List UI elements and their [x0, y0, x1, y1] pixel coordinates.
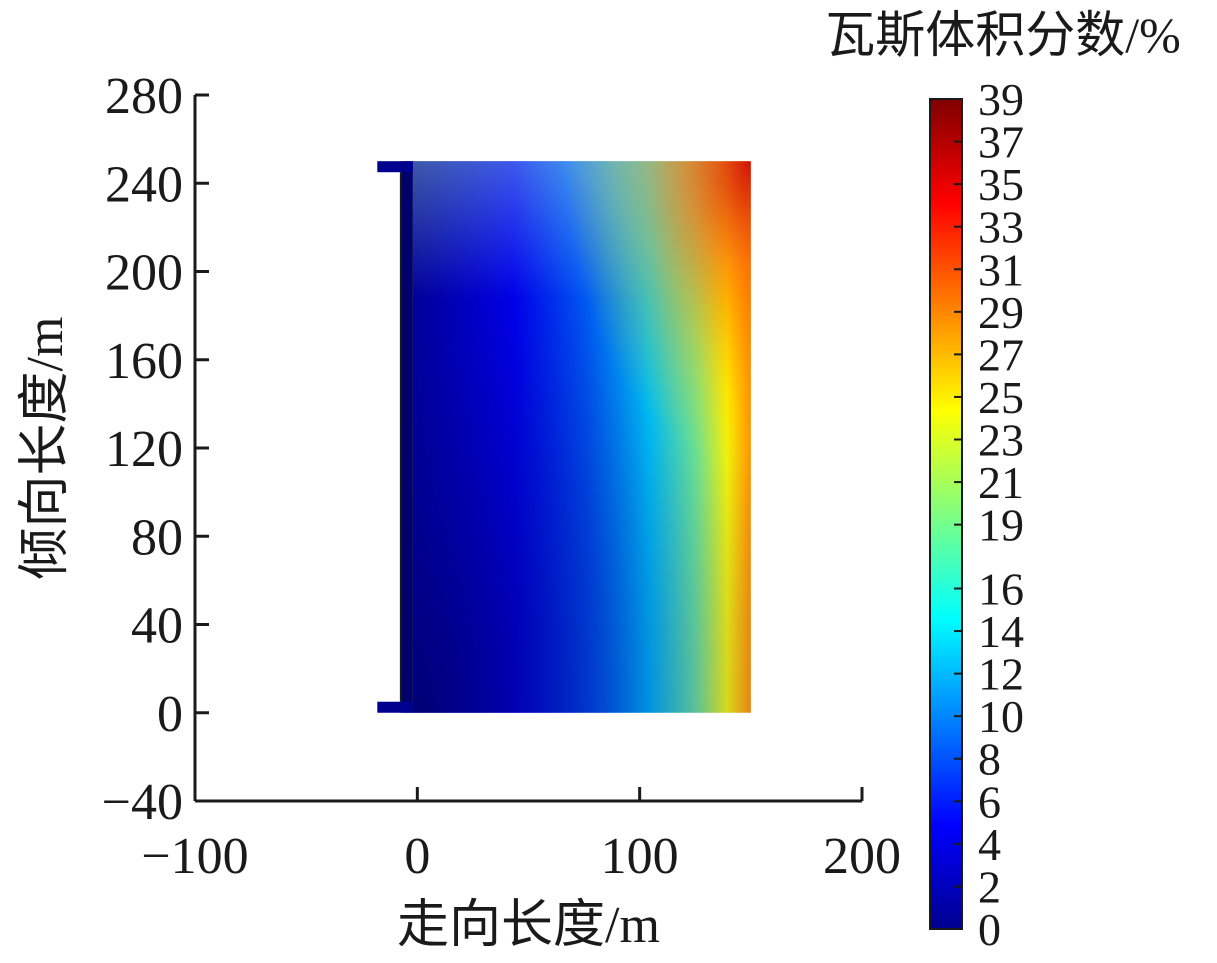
- heatmap-region: [377, 161, 751, 713]
- x-axis-label: 走向长度/m: [397, 897, 660, 954]
- colorbar-tick-label: 12: [978, 649, 1024, 700]
- y-axis-label: 倾向长度/m: [17, 317, 74, 580]
- colorbar-tick-label: 19: [978, 500, 1024, 551]
- colorbar-title: 瓦斯体积分数/%: [825, 7, 1181, 63]
- colorbar-tick-label: 4: [978, 819, 1001, 870]
- colorbar-tick-label: 0: [978, 904, 1001, 955]
- roadway-bottom: [377, 701, 413, 713]
- y-tick-label: 200: [105, 245, 183, 302]
- colorbar-tick-label: 21: [978, 457, 1024, 508]
- colorbar-gradient: [929, 98, 963, 930]
- axes: −40 0 40 80 120 160 200 240 280 −100 0 100 200: [102, 68, 901, 885]
- colorbar-tick-label: 2: [978, 861, 1001, 912]
- x-tick-label: 100: [601, 828, 679, 885]
- x-tick-label: −100: [141, 828, 248, 885]
- x-tick-label: 200: [823, 828, 901, 885]
- y-tick-label: 0: [157, 686, 183, 743]
- roadway-top: [377, 161, 413, 173]
- y-tick-label: 40: [131, 598, 183, 655]
- colorbar-tick-label: 14: [978, 606, 1024, 657]
- colorbar-tick-label: 10: [978, 691, 1024, 742]
- colorbar-tick-label: 39: [978, 74, 1024, 125]
- y-tick-label: 80: [131, 509, 183, 566]
- x-tick-label: 0: [404, 828, 430, 885]
- colorbar-tick-label: 16: [978, 563, 1024, 614]
- colorbar-tick-label: 29: [978, 287, 1024, 338]
- y-tick-label: 120: [105, 421, 183, 478]
- colorbar-tick-label: 6: [978, 776, 1001, 827]
- colorbar-tick-label: 35: [978, 159, 1024, 210]
- y-tick-label: 160: [105, 333, 183, 390]
- colorbar-tick-label: 23: [978, 415, 1024, 466]
- colorbar-tick-label: 33: [978, 202, 1024, 253]
- y-tick-label: 240: [105, 156, 183, 213]
- y-tick-label: 280: [105, 68, 183, 125]
- colorbar-tick-label: 27: [978, 329, 1024, 380]
- colorbar-tick-label: 8: [978, 734, 1001, 785]
- roadway-vertical: [400, 161, 413, 713]
- y-tick-label: −40: [102, 774, 183, 831]
- colorbar-tick-label: 31: [978, 244, 1024, 295]
- heatmap-high-corner: [412, 161, 751, 713]
- colorbar-tick-label: 37: [978, 117, 1024, 168]
- colorbar-tick-label: 25: [978, 372, 1024, 423]
